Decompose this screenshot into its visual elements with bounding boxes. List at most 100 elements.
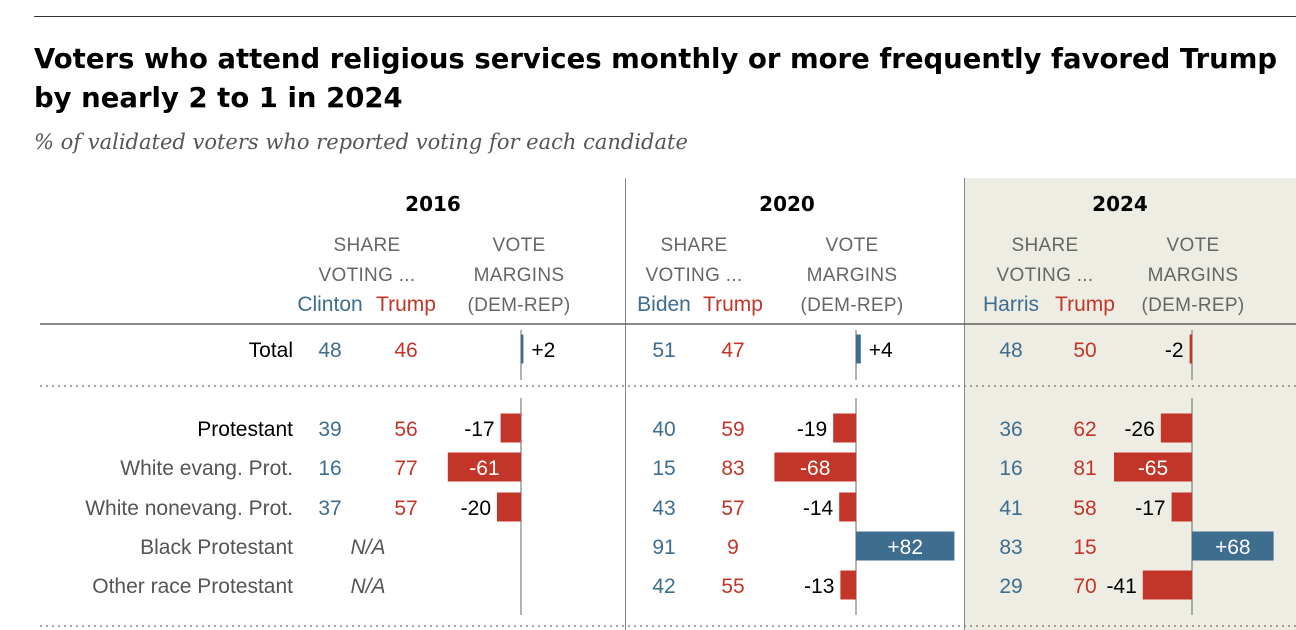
rep-share-value: 59 <box>721 418 744 441</box>
row-label: Other race Protestant <box>92 575 293 598</box>
margin-header: VOTE <box>493 235 546 256</box>
rep-share-value: 9 <box>727 536 739 559</box>
margin-label: +2 <box>531 339 555 362</box>
year-heading-2020: 2020 <box>759 192 815 216</box>
dem-share-value: 51 <box>652 339 675 362</box>
margin-bar <box>521 334 524 364</box>
na-value: N/A <box>350 575 385 598</box>
rep-share-value: 55 <box>721 575 744 598</box>
margin-header: (DEM-REP) <box>468 295 571 316</box>
margin-bar <box>1114 452 1192 482</box>
margin-label: -2 <box>1165 339 1184 362</box>
row-label: White nonevang. Prot. <box>85 497 293 520</box>
margin-bar <box>833 413 856 443</box>
rep-share-value: 46 <box>394 339 417 362</box>
margin-bar <box>774 452 856 482</box>
share-header: SHARE <box>334 235 401 256</box>
margin-label: -65 <box>1138 457 1168 480</box>
rep-share-value: 47 <box>721 339 744 362</box>
rep-candidate-header: Trump <box>1055 293 1115 316</box>
margin-label: +4 <box>869 339 893 362</box>
rep-candidate-header: Trump <box>703 293 763 316</box>
rep-share-value: 58 <box>1073 497 1096 520</box>
chart-subtitle: % of validated voters who reported votin… <box>34 130 688 154</box>
share-header: VOTING ... <box>319 265 416 286</box>
rep-share-value: 15 <box>1073 536 1096 559</box>
margin-label: -61 <box>469 457 499 480</box>
margin-header: VOTE <box>1167 235 1220 256</box>
rep-share-value: 57 <box>394 497 417 520</box>
rep-share-value: 81 <box>1073 457 1096 480</box>
dem-share-value: 42 <box>652 575 675 598</box>
rep-share-value: 83 <box>721 457 744 480</box>
margin-bar <box>1171 492 1192 522</box>
column-divider <box>964 178 965 630</box>
dem-share-value: 37 <box>318 497 341 520</box>
dem-share-value: 15 <box>652 457 675 480</box>
margin-header: VOTE <box>826 235 879 256</box>
margin-bar <box>1189 334 1192 364</box>
dem-share-value: 16 <box>318 457 341 480</box>
rep-share-value: 62 <box>1073 418 1096 441</box>
row-label: Protestant <box>197 418 293 441</box>
dem-share-value: 29 <box>999 575 1022 598</box>
dem-candidate-header: Biden <box>637 293 691 316</box>
margin-bar <box>839 492 856 522</box>
column-divider <box>625 178 626 630</box>
margin-header: MARGINS <box>807 265 898 286</box>
margin-label: +82 <box>887 536 923 559</box>
rep-share-value: 57 <box>721 497 744 520</box>
dem-share-value: 39 <box>318 418 341 441</box>
margin-bar <box>497 492 521 522</box>
margin-label: -17 <box>1135 497 1165 520</box>
row-label: Total <box>249 339 293 362</box>
dem-share-value: 16 <box>999 457 1022 480</box>
dem-share-value: 48 <box>318 339 341 362</box>
share-header: SHARE <box>661 235 728 256</box>
year-heading-2024: 2024 <box>1092 192 1148 216</box>
rep-share-value: 56 <box>394 418 417 441</box>
dem-share-value: 41 <box>999 497 1022 520</box>
margin-label: -20 <box>461 497 491 520</box>
rep-share-value: 50 <box>1073 339 1096 362</box>
margin-bar <box>840 570 856 600</box>
margin-bar <box>1142 570 1192 600</box>
share-header: SHARE <box>1012 235 1079 256</box>
rep-share-value: 70 <box>1073 575 1096 598</box>
row-label: Black Protestant <box>140 536 293 559</box>
margin-bar <box>447 452 521 482</box>
rep-candidate-header: Trump <box>376 293 436 316</box>
margin-bar <box>1160 413 1192 443</box>
share-header: VOTING ... <box>997 265 1094 286</box>
rep-share-value: 77 <box>394 457 417 480</box>
margin-bar <box>856 334 861 364</box>
margin-label: -14 <box>803 497 834 520</box>
share-header: VOTING ... <box>646 265 743 286</box>
margin-label: -26 <box>1124 418 1154 441</box>
dem-candidate-header: Clinton <box>297 293 362 316</box>
row-label: White evang. Prot. <box>120 457 293 480</box>
margin-bar <box>1192 531 1274 561</box>
dem-share-value: 43 <box>652 497 675 520</box>
dem-share-value: 91 <box>652 536 675 559</box>
margin-label: +68 <box>1215 536 1251 559</box>
dem-share-value: 83 <box>999 536 1022 559</box>
chart-title: Voters who attend religious services mon… <box>34 43 1278 114</box>
dem-candidate-header: Harris <box>983 293 1039 316</box>
year-heading-2016: 2016 <box>405 192 461 216</box>
margin-label: -41 <box>1106 575 1136 598</box>
dem-share-value: 48 <box>999 339 1022 362</box>
margin-header: MARGINS <box>474 265 565 286</box>
top-rule <box>34 16 1296 17</box>
margin-label: -17 <box>464 418 494 441</box>
na-value: N/A <box>350 536 385 559</box>
margin-label: -19 <box>797 418 827 441</box>
dem-share-value: 40 <box>652 418 675 441</box>
margin-label: -13 <box>804 575 834 598</box>
margin-bar <box>856 531 955 561</box>
margin-header: (DEM-REP) <box>1142 295 1245 316</box>
margin-header: MARGINS <box>1148 265 1239 286</box>
margin-bar <box>500 413 521 443</box>
dem-share-value: 36 <box>999 418 1022 441</box>
